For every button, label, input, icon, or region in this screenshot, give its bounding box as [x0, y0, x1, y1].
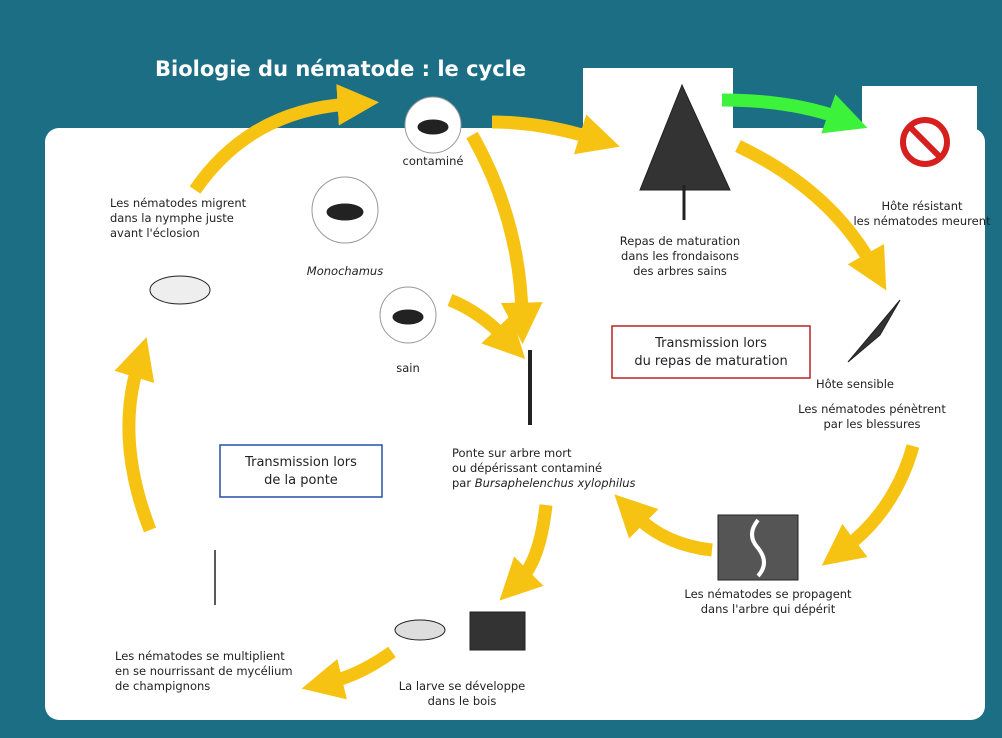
node-label: de champignons [115, 679, 210, 693]
node-label: des arbres sains [633, 264, 727, 278]
box-label: Transmission lors [244, 455, 357, 470]
arrows [114, 83, 920, 700]
node-label: ou dépérissant contaminé [452, 461, 602, 475]
node-label: Les nématodes migrent [110, 196, 247, 210]
box-label: du repas de maturation [634, 354, 787, 369]
node-label: Hôte sensible [816, 377, 894, 391]
node-label: La larve se développe [399, 679, 526, 693]
box-label: Transmission lors [654, 336, 767, 351]
node-label: dans les frondaisons [621, 249, 739, 263]
node-label: dans le bois [428, 694, 497, 708]
node-label: en se nourrissant de mycélium [115, 664, 293, 678]
node-label: Ponte sur arbre mort [452, 446, 572, 460]
icons [149, 83, 950, 651]
node-label: par Bursaphelenchus xylophilus [452, 476, 636, 490]
node-label: les nématodes meurent [853, 214, 991, 228]
prefix: par [452, 476, 471, 490]
node-label: sain [396, 361, 420, 375]
node-label: contaminé [403, 154, 464, 168]
node-label: Monochamus [307, 264, 383, 278]
species: Bursaphelenchus xylophilus [475, 476, 636, 490]
node-label: Les nématodes se propagent [684, 587, 852, 601]
node-label: Les nématodes pénètrent [798, 402, 946, 416]
node-label: dans la nymphe juste [110, 211, 234, 225]
node-label: Hôte résistant [881, 199, 962, 213]
title: Biologie du nématode : le cycle [155, 57, 526, 81]
box-label: de la ponte [264, 473, 338, 488]
box-maturation [611, 325, 811, 379]
node-label: par les blessures [823, 417, 920, 431]
node-label: avant l'éclosion [110, 226, 200, 240]
node-label: Les nématodes se multiplient [115, 649, 285, 663]
node-label: dans l'arbre qui dépérit [701, 602, 836, 616]
box-ponte [219, 444, 383, 498]
node-label: Repas de maturation [620, 234, 740, 248]
